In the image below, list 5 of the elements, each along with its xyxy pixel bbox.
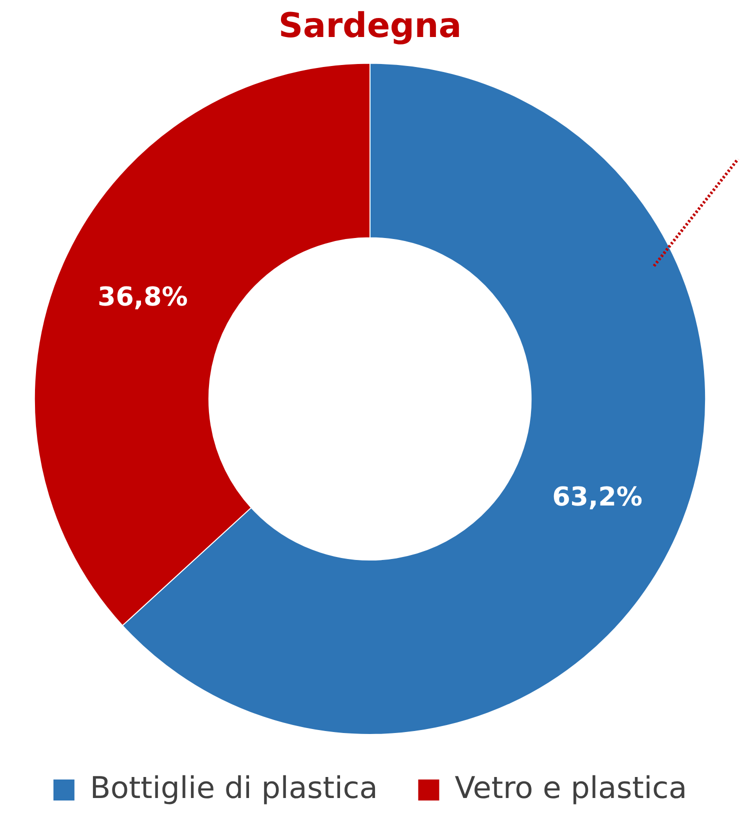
legend-label: Bottiglie di plastica <box>90 770 378 806</box>
data-label: 36,8% <box>98 282 188 313</box>
chart-title: Sardegna <box>278 6 462 46</box>
legend-label: Vetro e plastica <box>454 770 688 806</box>
data-label: 63,2% <box>552 482 642 513</box>
